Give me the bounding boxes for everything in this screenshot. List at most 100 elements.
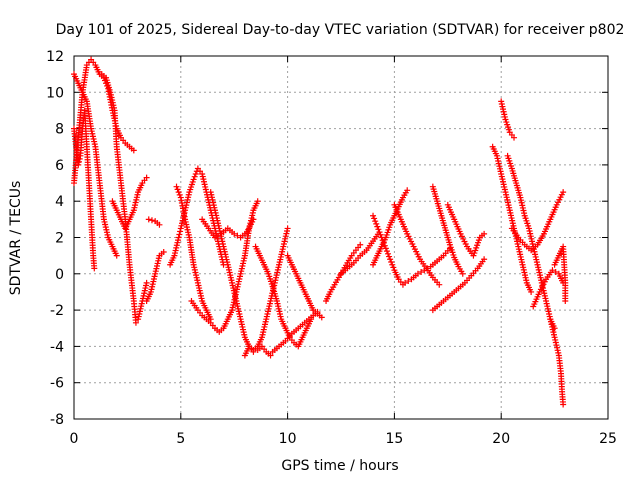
chart-title: Day 101 of 2025, Sidereal Day-to-day VTE… (56, 22, 625, 38)
data-point-interp (236, 273, 243, 280)
data-point-interp (138, 300, 145, 307)
data-point-interp (361, 249, 368, 256)
data-point-interp (292, 268, 299, 275)
data-point-interp (202, 304, 209, 311)
series-arc-h (167, 165, 227, 268)
data-point-interp (316, 312, 323, 319)
series-arc-p (284, 252, 325, 321)
data-point (387, 256, 394, 263)
series-arc-aa (498, 98, 518, 141)
data-point-interp (450, 251, 457, 258)
series-arc-ad (530, 267, 567, 310)
data-point-interp (516, 192, 523, 199)
data-point-interp (116, 214, 123, 221)
series-arc-d (98, 71, 150, 326)
data-point-interp (371, 215, 378, 222)
data-point-interp (550, 331, 557, 338)
data-point-interp (379, 237, 386, 244)
data-point-interp (285, 332, 292, 339)
data-point-interp (386, 224, 393, 231)
data-point-interp (348, 261, 355, 268)
data-point-interp (458, 268, 465, 275)
data-point-interp (206, 313, 213, 320)
data-point-interp (505, 126, 512, 133)
data-point-interp (390, 264, 397, 271)
data-point-interp (557, 368, 564, 375)
data-point-interp (277, 313, 284, 320)
data-point-interp (262, 318, 269, 325)
data-point-interp (431, 259, 438, 266)
data-point-interp (91, 141, 98, 148)
data-point-interp (497, 168, 504, 175)
data-point-interp (154, 219, 161, 226)
data-point-interp (265, 350, 272, 357)
data-point-interp (424, 265, 431, 272)
data-point-interp (394, 273, 401, 280)
data-point-interp (355, 244, 362, 251)
series-arc-t (370, 212, 406, 288)
data-point-interp (141, 177, 148, 184)
data-point-interp (388, 259, 395, 266)
data-point-interp (479, 258, 486, 265)
data-point-interp (177, 228, 184, 235)
data-point-interp (87, 213, 94, 220)
series-arc-e (109, 174, 150, 232)
data-point-interp (373, 220, 380, 227)
data-point-interp (72, 141, 79, 148)
series-arc-l (199, 216, 257, 241)
data-point-interp (539, 233, 546, 240)
data-point-interp (175, 189, 182, 196)
data-point-interp (554, 254, 561, 261)
data-point-interp (372, 218, 379, 225)
data-point-interp (286, 333, 293, 340)
data-point-interp (151, 273, 158, 280)
y-tick-label: -4 (50, 339, 64, 355)
data-point-interp (475, 237, 482, 244)
series-arc-s (370, 187, 411, 268)
data-point-interp (501, 186, 508, 193)
data-point-interp (450, 213, 457, 220)
data-point-interp (287, 259, 294, 266)
data-point-interp (523, 277, 530, 284)
data-point-interp (373, 254, 380, 261)
data-point-interp (312, 308, 319, 315)
y-tick-label: -6 (50, 376, 64, 392)
data-point-interp (396, 213, 403, 220)
data-point-interp (224, 259, 231, 266)
data-point (145, 216, 152, 223)
data-point-interp (227, 309, 234, 316)
data-point-interp (525, 222, 532, 229)
data-point-interp (562, 295, 569, 302)
data-point-interp (185, 191, 192, 198)
data-point-interp (428, 272, 435, 279)
data-point-interp (124, 141, 131, 148)
data-point-interp (201, 314, 208, 321)
data-point-interp (478, 232, 485, 239)
data-point-interp (506, 204, 513, 211)
data-point-interp (296, 277, 303, 284)
data-point-interp (146, 291, 153, 298)
data-point-interp (197, 168, 204, 175)
x-tick-label: 20 (492, 431, 510, 447)
data-point-interp (527, 286, 534, 293)
data-point-interp (273, 295, 280, 302)
data-point-interp (405, 278, 412, 285)
axis-ticks: -8 -6 -4 -2 0 2 4 6 8 10 12 0 5 10 15 20 25 (46, 49, 617, 447)
data-point-interp (397, 278, 404, 285)
data-point-interp (433, 195, 440, 202)
data-point-interp (83, 141, 90, 148)
grid-lines (74, 56, 608, 419)
data-point-interp (535, 291, 542, 298)
data-point-interp (418, 268, 425, 275)
x-tick-label: 15 (385, 431, 403, 447)
data-point-interp (347, 255, 354, 262)
data-point-interp (95, 68, 102, 75)
data-point-interp (456, 228, 463, 235)
data-point-interp (275, 264, 282, 271)
data-point-interp (562, 277, 569, 284)
data-point-interp (377, 245, 384, 252)
data-point (402, 279, 409, 286)
data-point-interp (232, 295, 239, 302)
data-point-interp (304, 295, 311, 302)
data-point-interp (194, 277, 201, 284)
